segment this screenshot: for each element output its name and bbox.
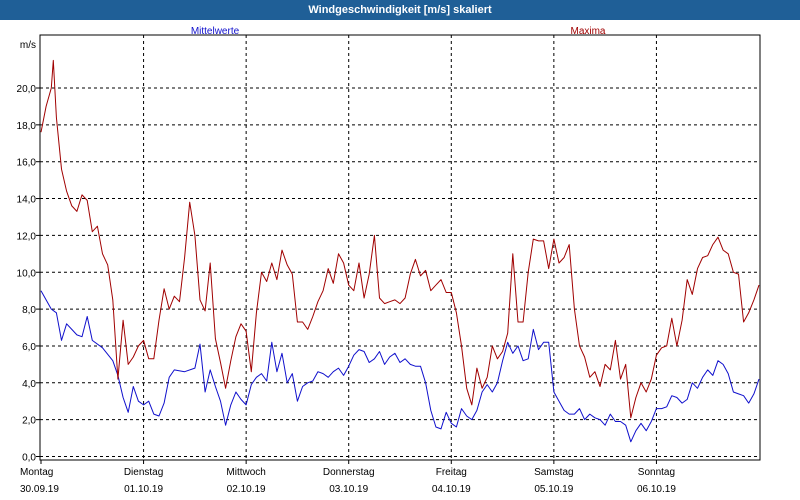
chart: 0,0 2,0 4,0 6,0 8,0 10,0 12,0 14,0 16,0 18,0 20,0 m…: [0, 20, 800, 500]
series-line-maxima: [40, 59, 760, 419]
y-tick-label: 4,0: [22, 379, 36, 390]
x-tick-day: Dienstag: [124, 467, 163, 478]
y-tick-label: 0,0: [22, 453, 36, 464]
series-line-mittelwerte: [40, 290, 760, 443]
chart-background: [0, 20, 800, 500]
y-tick-label: 6,0: [22, 342, 36, 353]
window-title: Windgeschwindigkeit [m/s] skaliert: [0, 0, 800, 20]
x-tick-date: 30.09.19: [20, 484, 59, 495]
x-tick-date: 06.10.19: [637, 484, 676, 495]
x-tick-day: Donnerstag: [323, 467, 375, 478]
y-tick-label: 20,0: [17, 84, 37, 95]
y-tick-label: 14,0: [17, 195, 37, 206]
legend-item-mittelwerte: Mittelwerte: [191, 26, 240, 37]
plot-frame: [39, 34, 761, 461]
legend: Mittelwerte Maxima: [191, 26, 606, 37]
x-tick-date: 01.10.19: [124, 484, 163, 495]
x-tick-date: 04.10.19: [432, 484, 471, 495]
y-tick-label: 2,0: [22, 416, 36, 427]
x-tick-day: Freitag: [436, 467, 467, 478]
series-layer: [40, 59, 760, 443]
x-tick-day: Mittwoch: [226, 467, 265, 478]
grid: [40, 35, 760, 460]
x-tick-day: Montag: [20, 467, 53, 478]
x-tick-date: 05.10.19: [534, 484, 573, 495]
legend-item-maxima: Maxima: [570, 26, 605, 37]
x-tick-day: Samstag: [534, 467, 573, 478]
y-tick-label: 12,0: [17, 231, 37, 242]
x-tick-date: 02.10.19: [227, 484, 266, 495]
y-axis-label: m/s: [20, 40, 36, 51]
axes: 0,0 2,0 4,0 6,0 8,0 10,0 12,0 14,0 16,0 18,0 20,0 m…: [17, 34, 761, 495]
y-tick-label: 10,0: [17, 268, 37, 279]
y-tick-label: 16,0: [17, 158, 37, 169]
y-tick-label: 18,0: [17, 121, 37, 132]
x-tick-day: Sonntag: [638, 467, 675, 478]
y-tick-label: 8,0: [22, 305, 36, 316]
x-tick-date: 03.10.19: [329, 484, 368, 495]
